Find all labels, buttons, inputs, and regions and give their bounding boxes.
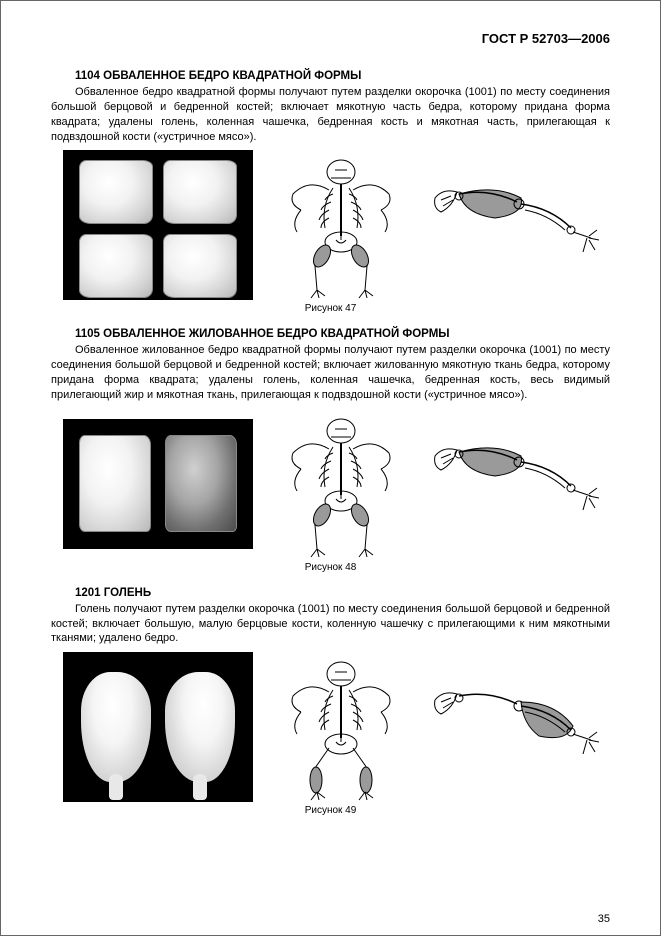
section-body: Обваленное бедро квадратной формы получа… — [51, 85, 610, 144]
section-title: 1201 ГОЛЕНЬ — [51, 587, 610, 599]
leg-diagram — [429, 436, 599, 531]
figure-row — [51, 652, 610, 802]
leg-diagram — [429, 178, 599, 273]
section-title: 1105 ОБВАЛЕННОЕ ЖИЛОВАННОЕ БЕДРО КВАДРАТ… — [51, 328, 610, 340]
product-photo — [63, 652, 253, 802]
section-body: Голень получают путем разделки окорочка … — [51, 602, 610, 647]
doc-standard-header: ГОСТ Р 52703—2006 — [51, 31, 610, 46]
skeleton-diagram — [271, 652, 411, 802]
drumstick-piece — [81, 672, 151, 782]
skeleton-diagram — [271, 409, 411, 559]
meat-piece — [79, 234, 153, 298]
figure-caption: Рисунок 49 — [51, 805, 610, 816]
meat-piece — [79, 435, 151, 532]
figure-caption: Рисунок 48 — [51, 562, 610, 573]
product-photo — [63, 150, 253, 300]
skeleton-diagram — [271, 150, 411, 300]
section-title: 1104 ОБВАЛЕННОЕ БЕДРО КВАДРАТНОЙ ФОРМЫ — [51, 70, 610, 82]
figure-row — [51, 150, 610, 300]
sections-container: 1104 ОБВАЛЕННОЕ БЕДРО КВАДРАТНОЙ ФОРМЫ О… — [51, 70, 610, 816]
section: 1105 ОБВАЛЕННОЕ ЖИЛОВАННОЕ БЕДРО КВАДРАТ… — [51, 328, 610, 572]
leg-diagram — [429, 680, 599, 775]
drumstick-piece — [165, 672, 235, 782]
document-page: ГОСТ Р 52703—2006 1104 ОБВАЛЕННОЕ БЕДРО … — [0, 0, 661, 936]
figure-caption: Рисунок 47 — [51, 303, 610, 314]
meat-piece — [163, 234, 237, 298]
section: 1201 ГОЛЕНЬ Голень получают путем раздел… — [51, 587, 610, 817]
page-number: 35 — [598, 913, 610, 925]
product-photo — [63, 419, 253, 549]
meat-piece — [79, 160, 153, 224]
section-body: Обваленное жилованное бедро квадратной ф… — [51, 343, 610, 402]
meat-piece — [163, 160, 237, 224]
figure-row — [51, 409, 610, 559]
section: 1104 ОБВАЛЕННОЕ БЕДРО КВАДРАТНОЙ ФОРМЫ О… — [51, 70, 610, 314]
meat-piece — [165, 435, 237, 532]
